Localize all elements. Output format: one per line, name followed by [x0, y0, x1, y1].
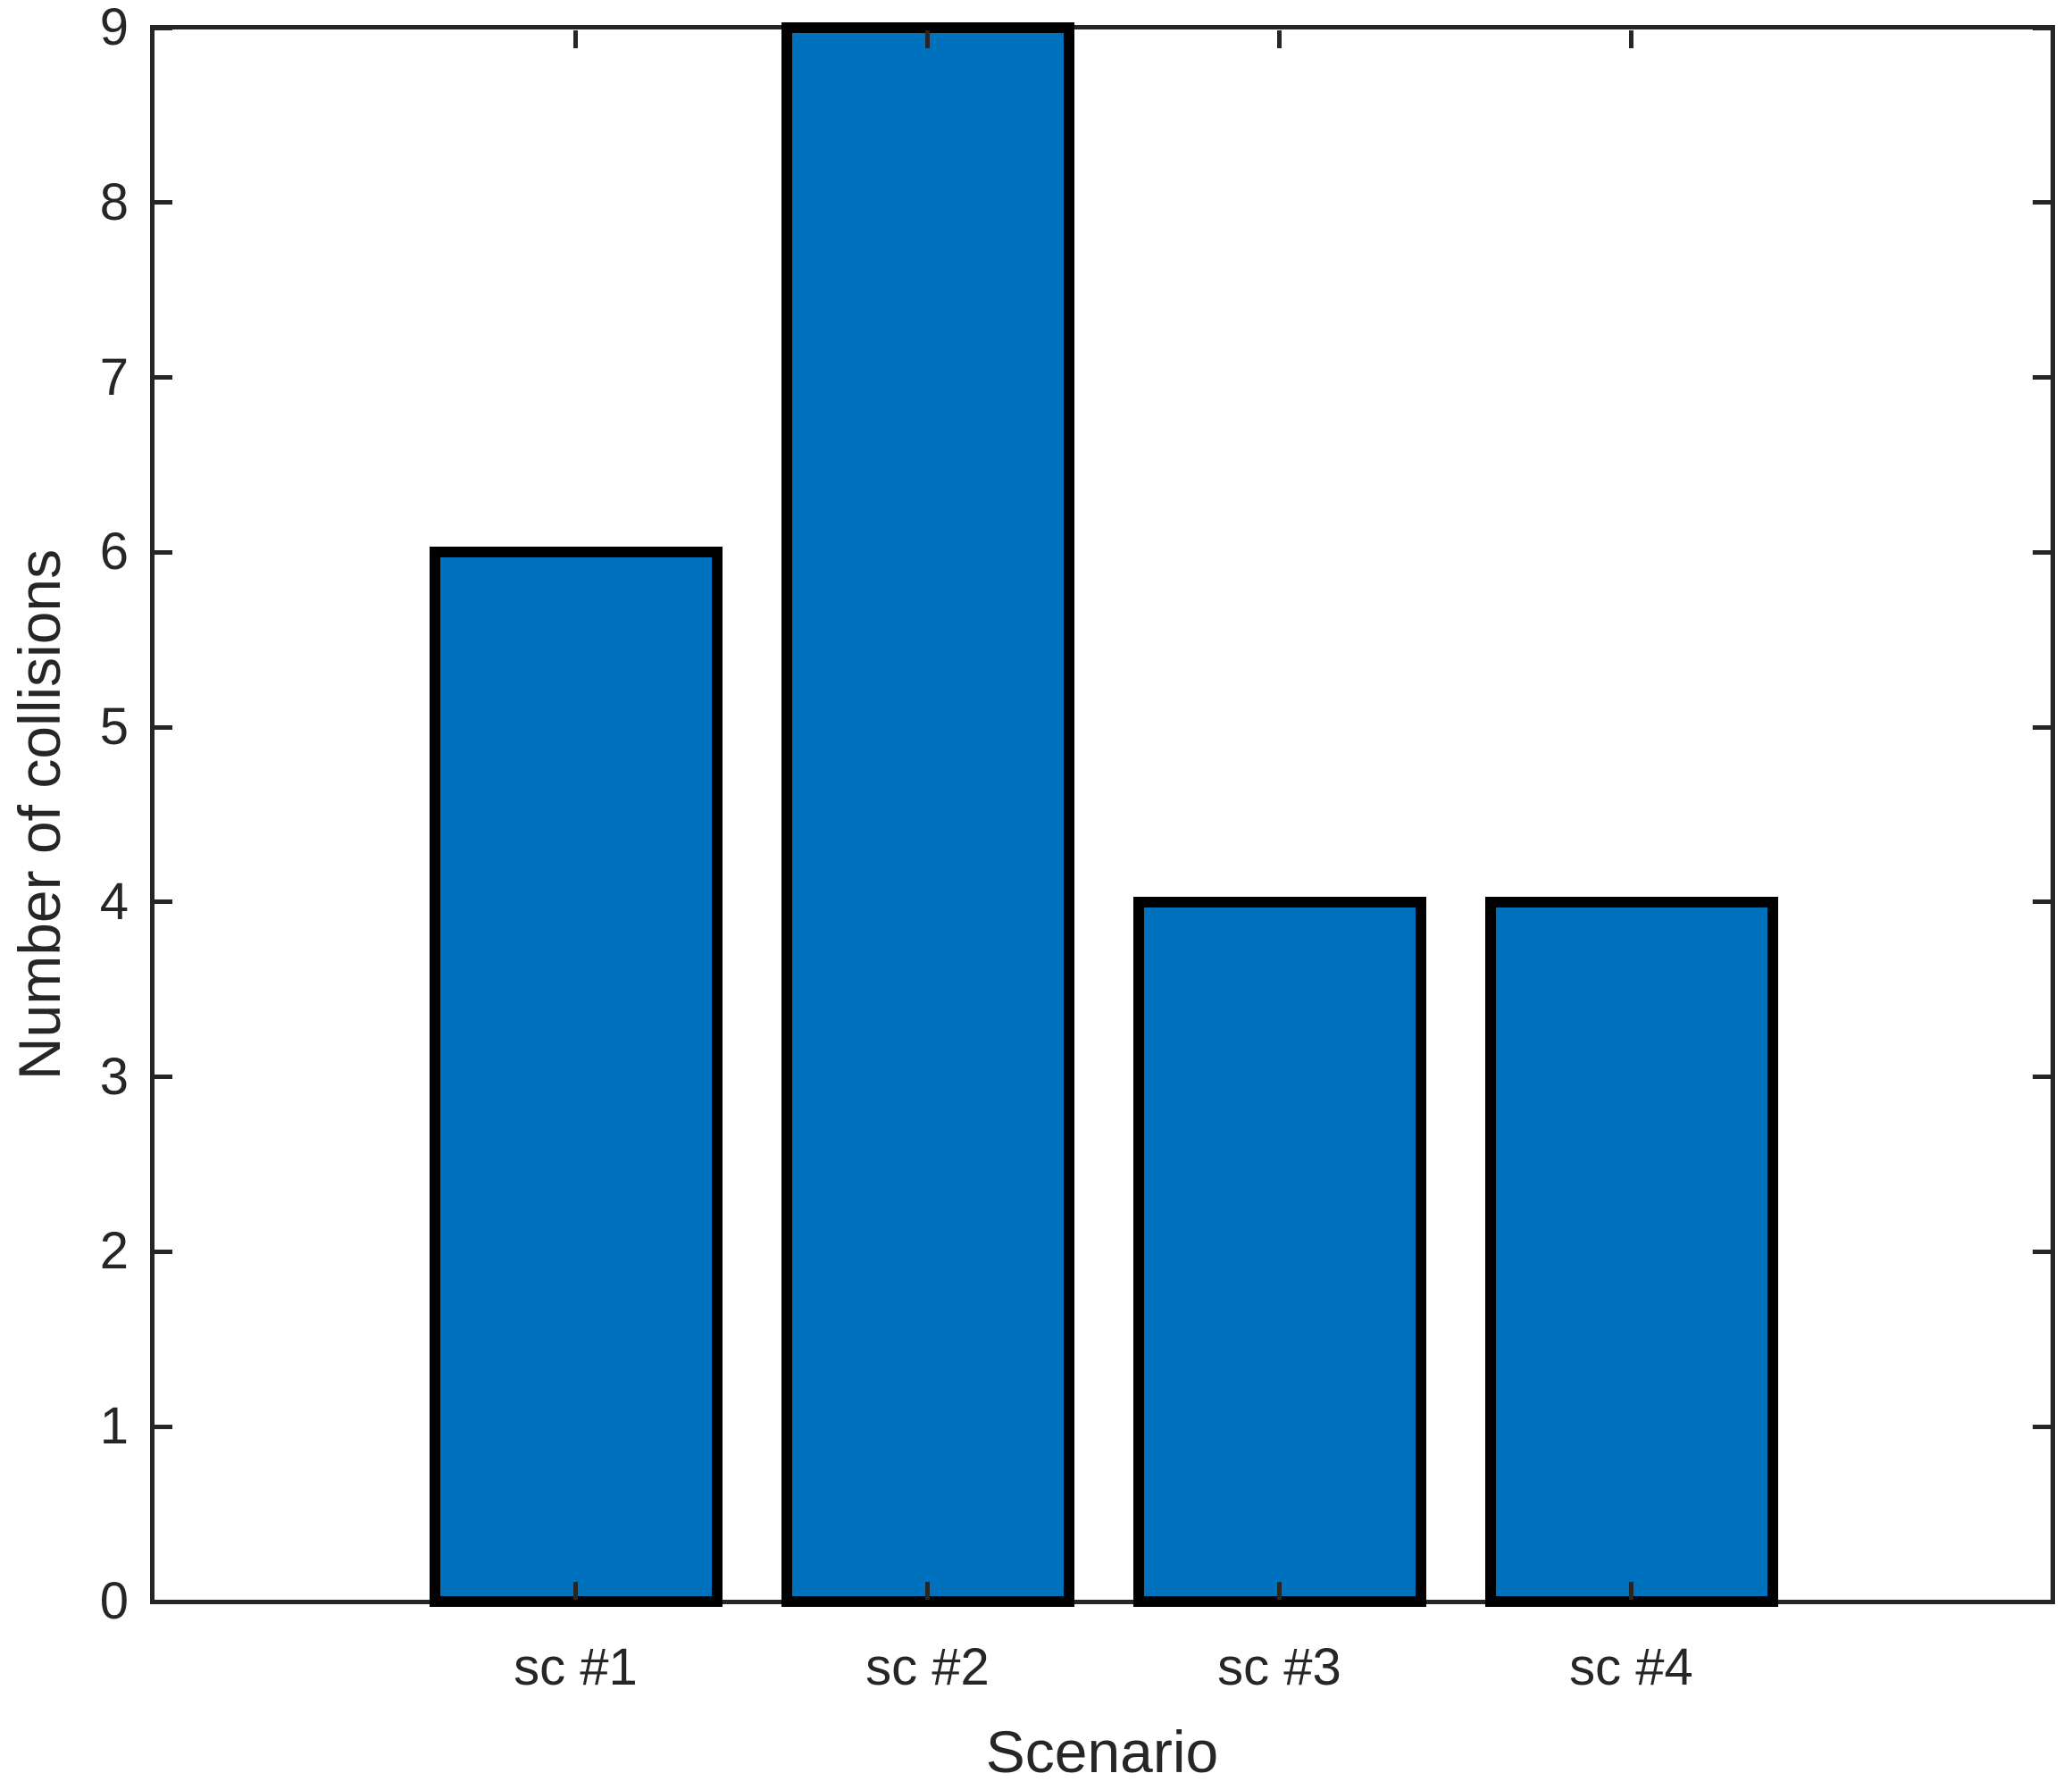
x-tick-label: sc #4 [1569, 1638, 1693, 1696]
y-axis-tick [154, 375, 172, 381]
y-tick-label: 3 [99, 1047, 129, 1106]
x-axis-tick-top [1277, 29, 1282, 48]
y-tick-label: 7 [99, 347, 129, 406]
x-axis-tick-top [1629, 29, 1633, 48]
x-axis-tick [1277, 1581, 1282, 1600]
y-axis-tick-right [2032, 1075, 2051, 1080]
y-axis-tick [154, 1424, 172, 1429]
y-tick-label: 0 [99, 1572, 129, 1630]
y-tick-label: 8 [99, 172, 129, 231]
bar-sc-1 [429, 547, 723, 1607]
x-axis-tick [1629, 1581, 1633, 1600]
y-axis-tick [154, 899, 172, 905]
bar-sc-3 [1132, 896, 1426, 1607]
plot-area [150, 25, 2055, 1604]
y-tick-label: 4 [99, 872, 129, 931]
y-axis-tick-right [2032, 375, 2051, 381]
y-axis-tick-right [2032, 549, 2051, 555]
y-axis-tick-right [2032, 1424, 2051, 1429]
x-axis-tick [573, 1581, 578, 1600]
y-axis-tick [154, 200, 172, 205]
x-axis-title: Scenario [985, 1719, 1219, 1785]
y-axis-tick [154, 1249, 172, 1254]
y-axis-tick [154, 1075, 172, 1080]
y-axis-tick [154, 549, 172, 555]
x-tick-label: sc #3 [1217, 1638, 1341, 1696]
y-axis-tick [154, 25, 172, 30]
y-axis-tick [154, 1599, 172, 1604]
y-axis-tick-right [2032, 1249, 2051, 1254]
y-axis-tick-right [2032, 724, 2051, 730]
y-tick-label: 6 [99, 523, 129, 581]
y-axis-tick [154, 724, 172, 730]
y-tick-label: 1 [99, 1397, 129, 1456]
bar-sc-4 [1484, 896, 1778, 1607]
y-tick-label: 2 [99, 1222, 129, 1281]
y-tick-label: 9 [99, 0, 129, 56]
x-tick-label: sc #1 [514, 1638, 638, 1696]
y-axis-tick-right [2032, 1599, 2051, 1604]
x-axis-tick-top [925, 29, 930, 48]
y-axis-title: Number of collisions [6, 548, 72, 1081]
y-axis-tick-right [2032, 899, 2051, 905]
x-axis-tick-top [573, 29, 578, 48]
x-axis-tick [925, 1581, 930, 1600]
y-tick-label: 5 [99, 698, 129, 757]
x-tick-label: sc #2 [865, 1638, 990, 1696]
bar-sc-2 [781, 22, 1074, 1607]
y-axis-tick-right [2032, 25, 2051, 30]
y-axis-tick-right [2032, 200, 2051, 205]
